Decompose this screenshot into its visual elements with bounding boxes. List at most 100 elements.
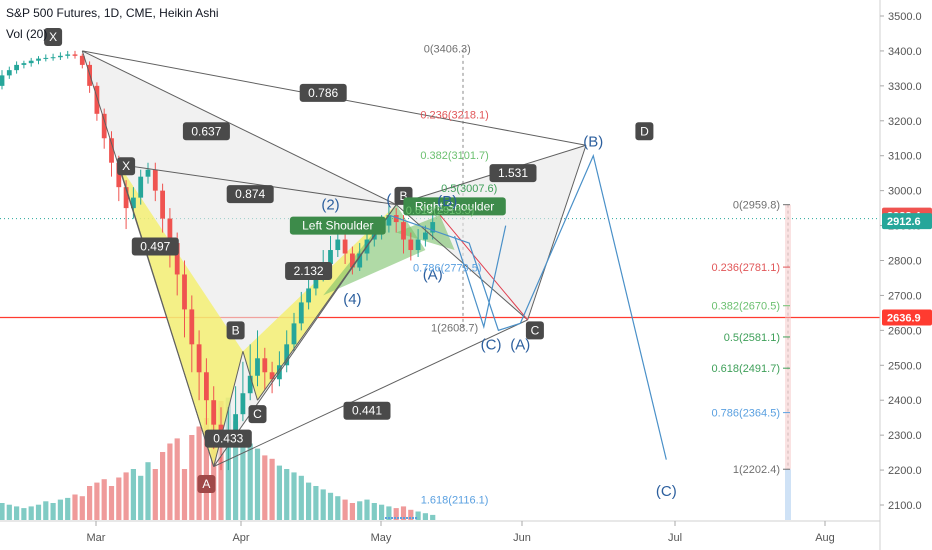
point-label: B [399,189,407,203]
ratio-label: 0.497 [140,240,170,254]
volume-bar [65,497,71,520]
candle-body [423,232,428,240]
candle-body [138,176,144,198]
wave-label: (2) [321,197,339,214]
price-axis-bg [880,0,932,550]
ratio-box [489,164,537,183]
wave-label: (A) [510,336,530,353]
volume-bar [327,492,334,520]
volume-bar [145,462,151,520]
x-tick-label: Jun [513,532,531,544]
candle-body [174,243,180,275]
ratio-label: 0.637 [191,124,221,138]
candle-body [58,55,63,58]
fib-label: 0.382(3101.7) [420,150,489,162]
volume-bar [6,504,12,520]
bc-line [395,204,528,321]
candle-body [182,274,187,310]
cd2-line [257,204,397,401]
volume-bar [50,503,56,520]
volume-bar [357,501,363,520]
volume-bar [28,506,34,520]
candle-body [116,162,122,188]
wave-label: (C) [656,483,677,500]
candle-body [328,250,333,264]
price-axis: 3500.03400.03300.03200.03100.03000.02900… [879,0,932,550]
candle-body [50,57,56,59]
candle-body [36,58,41,61]
candle-body [233,414,238,436]
candle-body [298,302,304,324]
volume-bar [349,503,355,520]
volume-bar [240,435,246,520]
x-tick-label: May [371,532,392,544]
ratio-label: 2.132 [294,264,324,278]
y-tick-label: 2700.0 [888,290,922,302]
candlesticks [0,50,436,471]
volume-bar [72,494,78,520]
candle-body [160,190,165,219]
point-label: B [232,323,240,337]
fib-label: 0.786(2779.5) [413,263,482,275]
x-tick-label: Apr [232,532,249,544]
volume-bar [94,482,100,520]
volume-bar [101,479,107,520]
volume-bar [291,472,297,520]
volume-bar [364,499,370,520]
fib-right-label: 1(2202.4) [733,464,780,476]
volume-bar [408,509,414,520]
point-label: A [202,477,210,491]
point-label: C [531,323,540,337]
fib-right-label: 0.618(2491.7) [712,363,781,375]
point-label: X [49,30,57,44]
candle-body [262,358,268,373]
x-tick-label: Jul [668,532,682,544]
volume-bar [422,513,428,520]
candle-body [291,323,297,345]
y-tick-label: 3400.0 [888,46,922,58]
candle-body [342,239,348,254]
fib-label: 0.236(3218.1) [420,109,489,121]
x-tick-label: Aug [815,532,835,544]
volume-bar [203,418,209,520]
xb-line [82,50,397,206]
y-tick-label: 3500.0 [888,11,922,23]
shoulder-box [403,197,506,216]
wave-lines [388,153,667,460]
candle-body [79,55,85,65]
point-box [197,475,216,494]
candle-body [386,215,392,226]
ratio-box [131,237,179,256]
fib-label: 0.618(2913.5) [406,205,475,217]
fib-right-band-lower [785,469,791,520]
ac-line [213,319,528,468]
candle-body [28,60,34,64]
bc2-line [242,351,258,401]
candle-body [145,169,151,177]
candle-body [240,393,246,415]
volume-bar [247,443,253,520]
wave-label: ( [386,191,391,208]
volume-bar [393,508,399,520]
candle-body [211,400,217,425]
volume-bar [371,503,377,520]
ratio-label: 1.531 [498,166,528,180]
volume-bar [386,506,392,520]
volume-bar [138,475,144,520]
volume-bar [87,486,93,520]
point-box [525,321,544,340]
ratio-label: 0.433 [213,432,243,446]
xb2-line [118,163,397,206]
candle-body [196,344,202,373]
y-tick-label: 3200.0 [888,116,922,128]
wave-label: (B) [437,193,457,210]
ratio-label: 0.874 [235,187,265,201]
candle-body [350,253,355,268]
point-label: D [640,124,649,138]
volume-label: Vol (20) [6,27,48,41]
candle-body [43,57,49,59]
point-label: X [122,159,130,173]
volume-bar [123,472,129,520]
volume-bar [269,458,275,520]
